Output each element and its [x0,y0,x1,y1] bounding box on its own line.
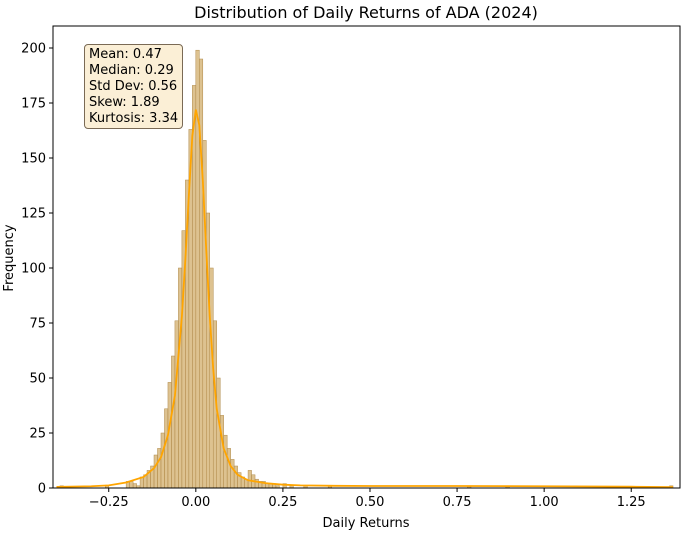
histogram-bar [174,320,179,489]
histogram-bar [219,415,224,489]
chart-title: Distribution of Daily Returns of ADA (20… [194,3,538,22]
kde-curve [56,109,674,489]
x-tick-label: 1.00 [530,495,559,510]
x-tick-label: −0.25 [89,495,129,510]
x-tick-label: 0.50 [356,495,385,510]
stats-box: Mean: 0.47 Median: 0.29 Std Dev: 0.56 Sk… [84,44,184,129]
x-tick-label: 1.25 [617,495,646,510]
histogram-bar [192,85,197,489]
y-tick-label: 75 [29,317,46,332]
histogram-bar [132,483,137,489]
histogram-bar [209,267,214,489]
y-tick-label: 175 [21,97,46,112]
histogram-bar [157,448,162,489]
y-tick-label: 0 [38,482,46,497]
histogram-bar [216,377,221,489]
plot-frame [52,25,681,489]
y-axis: 0 25 50 75 100 125 150 175 200 [21,42,53,497]
stats-kurtosis: Kurtosis: 3.34 [89,111,179,126]
stats-median: Median: 0.29 [89,63,174,78]
histogram-bar [153,454,158,489]
histogram-bar [247,470,252,489]
histogram-bar [178,267,183,489]
histogram-bar [164,408,169,489]
histogram-bar [129,481,134,489]
histogram-bar [171,355,176,489]
histogram-bar [160,432,165,489]
x-axis: −0.25 0.00 0.25 0.50 0.75 1.00 1.25 [89,488,646,510]
y-tick-label: 150 [21,152,46,167]
y-axis-title: Frequency [2,224,17,291]
y-tick-label: 200 [21,42,46,57]
histogram-bar [230,459,235,489]
x-axis-title: Daily Returns [323,516,410,531]
stats-mean: Mean: 0.47 [89,47,162,62]
histogram-bar [223,434,228,489]
histogram-bar [233,465,238,489]
y-tick-label: 100 [21,262,46,277]
x-tick-label: 0.00 [181,495,210,510]
y-tick-label: 125 [21,207,46,222]
x-tick-label: 0.25 [268,495,297,510]
histogram-bar [254,478,259,489]
y-tick-label: 50 [29,372,46,387]
histogram-bar [226,448,231,489]
histogram-bars [59,49,674,489]
stats-skew: Skew: 1.89 [89,95,160,110]
y-tick-label: 25 [29,427,46,442]
stats-std-dev: Std Dev: 0.56 [89,79,178,94]
x-tick-label: 0.75 [443,495,472,510]
